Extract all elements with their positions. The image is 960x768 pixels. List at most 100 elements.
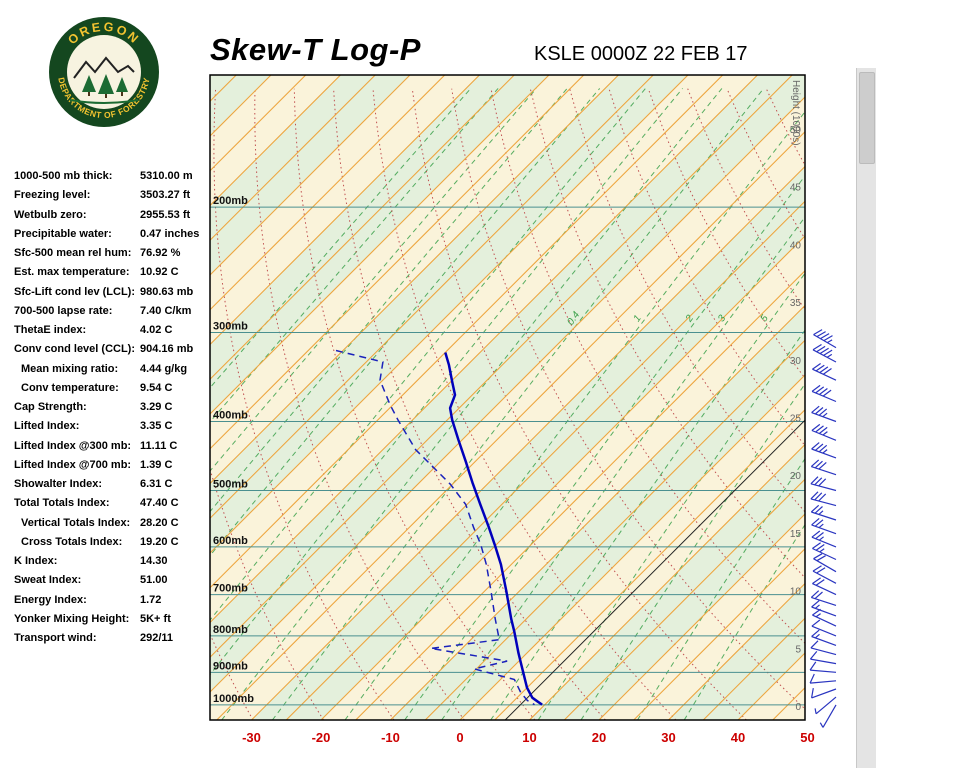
temperature-profile-line <box>444 352 543 706</box>
wind-barbs <box>809 329 837 728</box>
index-label: 700-500 lapse rate: <box>14 304 113 317</box>
scrollbar-track[interactable] <box>856 68 876 768</box>
wind-barb <box>812 343 837 363</box>
wind-barb <box>811 629 837 646</box>
temp-tick-label: 0 <box>456 730 463 745</box>
index-label: Vertical Totals Index: <box>21 516 131 529</box>
wind-barb <box>814 696 837 715</box>
wind-barb <box>811 517 837 535</box>
indices-panel: 1000-500 mb thick: 5310.00 m Freezing leve… <box>14 167 214 648</box>
index-value: 47.40 C <box>140 497 179 510</box>
index-value: 980.63 mb <box>140 285 194 298</box>
index-row: Lifted Index: 3.35 C <box>14 417 214 436</box>
index-label: Lifted Index @700 mb: <box>14 458 132 471</box>
index-value: 5310.00 m <box>140 170 193 182</box>
index-row: Precipitable water: 0.47 inches <box>14 225 214 244</box>
wind-barb <box>810 491 837 507</box>
wind-barb <box>811 687 837 699</box>
svg-text:5: 5 <box>759 313 771 324</box>
index-value: 3503.27 ft <box>140 189 191 202</box>
index-label: Cap Strength: <box>14 401 87 413</box>
index-value: 3.29 C <box>140 401 173 413</box>
scrollbar-thumb[interactable] <box>859 72 875 164</box>
index-value: 292/11 <box>140 632 174 644</box>
svg-text:1: 1 <box>632 313 644 324</box>
height-tick-label: 0 <box>795 702 801 713</box>
temp-tick-label: -10 <box>381 730 400 745</box>
index-row: Conv temperature: 9.54 C <box>14 379 214 398</box>
index-label: 1000-500 mb thick: <box>14 170 113 182</box>
wind-barb <box>812 565 837 584</box>
wind-barb <box>809 651 837 665</box>
temp-axis: -30 -20 -10 0 10 20 30 40 50 <box>242 730 815 745</box>
index-label: Yonker Mixing Height: <box>14 612 130 625</box>
index-row: Cap Strength: 3.29 C <box>14 398 214 417</box>
height-tick-label: 10 <box>790 587 802 598</box>
index-value: 3.35 C <box>140 420 173 433</box>
temp-tick-label: 20 <box>592 730 606 745</box>
reference-line <box>504 419 805 720</box>
pressure-label: 800mb <box>213 624 248 636</box>
height-axis-title: Height (1000s) <box>790 80 801 146</box>
pressure-label: 200mb <box>213 195 248 207</box>
height-tick-label: 25 <box>790 414 802 425</box>
wind-barb <box>810 459 837 476</box>
temp-tick-label: 10 <box>522 730 536 745</box>
pressure-label: 500mb <box>213 479 248 491</box>
index-row: 1000-500 mb thick: 5310.00 m <box>14 167 214 186</box>
index-value: 4.44 g/kg <box>140 362 188 375</box>
index-value: 28.20 C <box>140 516 179 529</box>
index-label: Transport wind: <box>14 632 97 644</box>
height-tick-label: 5 <box>795 644 801 655</box>
index-value: 2955.53 ft <box>140 208 191 221</box>
index-label: Lifted Index: <box>14 420 80 433</box>
index-row: Showalter Index: 6.31 C <box>14 475 214 494</box>
index-row: Sweat Index: 51.00 <box>14 571 214 590</box>
plot-area: 0.4 1 2 3 5 <box>210 75 805 720</box>
wind-barb <box>819 704 837 728</box>
pressure-label: 700mb <box>213 583 248 595</box>
wind-barb <box>810 504 837 521</box>
index-value: 14.30 <box>140 555 168 567</box>
index-label: Freezing level: <box>14 189 91 202</box>
wind-barb <box>812 542 837 561</box>
height-tick-label: 45 <box>790 183 802 194</box>
wind-barb <box>810 476 837 492</box>
wind-barb <box>809 661 837 673</box>
wind-barb <box>811 423 837 441</box>
isotherms <box>210 75 805 720</box>
wind-barb <box>809 673 837 684</box>
dry-adiabats <box>210 88 805 720</box>
index-value: 1.39 C <box>140 458 173 471</box>
wind-barb <box>813 553 837 573</box>
wind-barb <box>813 329 837 349</box>
index-row: Sfc-500 mean rel hum: 76.92 % <box>14 244 214 263</box>
index-label: Wetbulb zero: <box>14 208 87 221</box>
height-tick-label: 20 <box>790 471 802 482</box>
index-row: Est. max temperature: 10.92 C <box>14 263 214 282</box>
temp-tick-label: 30 <box>661 730 675 745</box>
plot-border <box>209 74 806 721</box>
index-row: ThetaE index: 4.02 C <box>14 321 214 340</box>
index-row: 700-500 lapse rate: 7.40 C/km <box>14 302 214 321</box>
temp-tick-label: 40 <box>731 730 745 745</box>
dewpoint-profile-line <box>335 349 535 706</box>
height-tick-label: 50 <box>790 125 802 136</box>
pressure-label: 400mb <box>213 410 248 422</box>
index-row: K Index: 14.30 <box>14 552 214 571</box>
index-row: Transport wind: 292/11 <box>14 629 214 648</box>
index-row: Mean mixing ratio: 4.44 g/kg <box>14 360 214 379</box>
index-row: Lifted Index @300 mb: 11.11 C <box>14 437 214 456</box>
odf-logo: OREGON DEPARTMENT OF FORESTRY <box>49 17 159 127</box>
logo-forest-scene <box>69 56 139 104</box>
wind-barb <box>811 442 837 459</box>
wind-barb <box>812 577 837 596</box>
index-value: 51.00 <box>140 574 168 587</box>
index-row: Cross Totals Index: 19.20 C <box>14 533 214 552</box>
temp-tick-label: 50 <box>800 730 814 745</box>
wind-barb <box>810 640 837 656</box>
station-id: KSLE 0000Z 22 FEB 17 <box>534 43 748 65</box>
wind-barb <box>811 405 837 423</box>
wind-barb <box>811 600 837 617</box>
